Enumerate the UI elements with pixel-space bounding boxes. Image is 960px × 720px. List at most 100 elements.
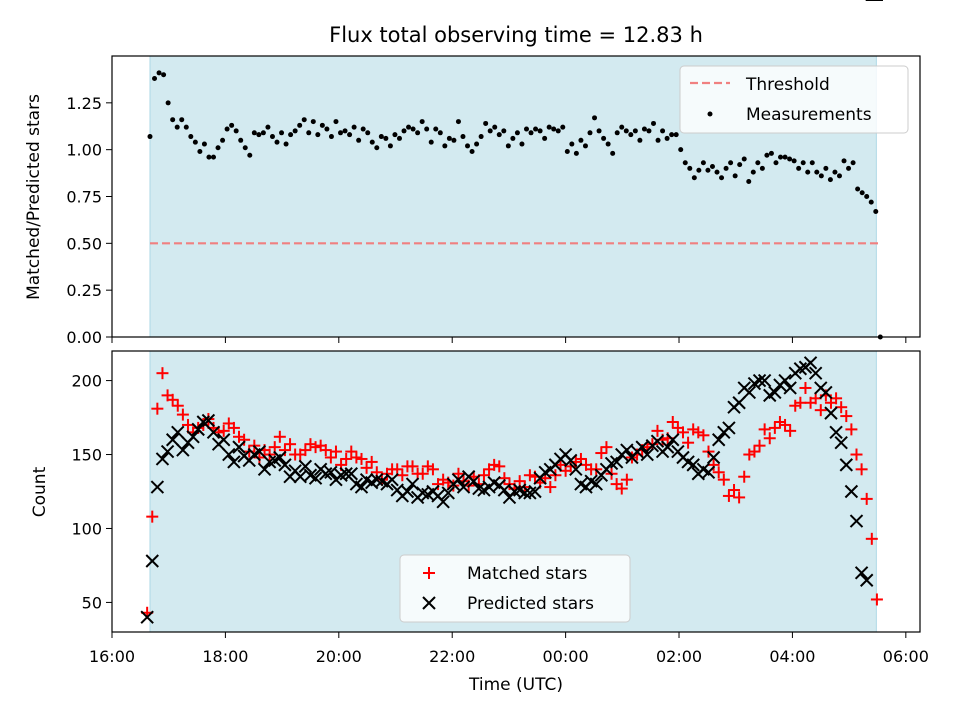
measurement-point [220, 137, 226, 143]
measurement-point [306, 130, 312, 136]
measurement-point [351, 124, 357, 130]
measurement-point [523, 126, 529, 132]
matched-star-point [773, 415, 786, 428]
predicted-star-point [216, 433, 231, 447]
y-tick-label: 50 [82, 593, 102, 612]
measurement-point [610, 150, 616, 156]
measurement-point [787, 156, 793, 162]
measurement-point [655, 137, 661, 143]
predicted-star-point [859, 573, 874, 587]
measurement-point [728, 160, 734, 166]
measurement-point [251, 130, 257, 136]
measurement-point [719, 175, 725, 181]
top-axes-frame [111, 55, 921, 338]
measurement-point [827, 177, 833, 183]
measurement-point [533, 126, 539, 132]
matched-star-point [707, 458, 720, 471]
measurement-point [619, 124, 625, 130]
matched-star-point [156, 367, 169, 380]
matched-star-point [845, 423, 858, 436]
predicted-star-point [778, 373, 792, 388]
predicted-star-point [339, 467, 353, 481]
measurement-point [864, 194, 870, 199]
measurement-point [378, 134, 384, 140]
measurement-point [442, 143, 448, 149]
measurement-point [723, 165, 729, 171]
top-legend: Threshold Measurements [679, 65, 909, 134]
predicted-star-point [176, 443, 190, 457]
predicted-star-point [278, 458, 292, 472]
measurement-point [419, 119, 425, 125]
matched-star-point [544, 481, 557, 494]
predicted-star-point [523, 486, 537, 500]
matched-star-point [717, 473, 730, 486]
measurement-point [687, 165, 693, 171]
measurement-point [201, 141, 207, 147]
measurement-point [868, 199, 874, 205]
predicted-star-point [273, 450, 287, 465]
measurement-point [424, 126, 430, 132]
measurement-point [673, 132, 679, 138]
matched-star-point [743, 448, 756, 461]
measurement-point [836, 173, 842, 179]
matched-star-point [728, 484, 741, 497]
predicted-star-point [808, 366, 823, 380]
measurement-point [746, 179, 752, 185]
matched-star-point [687, 423, 700, 436]
measurement-point [238, 137, 244, 143]
predicted-star-point [400, 484, 415, 499]
measurement-point [623, 128, 629, 134]
y-tick-label: 0.00 [66, 328, 102, 347]
matched-star-point [666, 415, 679, 428]
measurement-point [505, 143, 511, 149]
measurement-point [614, 130, 620, 136]
y-tick-label: 200 [71, 372, 102, 391]
measurement-point [383, 135, 389, 141]
bottom-axes-frame [111, 350, 921, 633]
matched-star-point [324, 451, 337, 464]
measurement-point [682, 160, 688, 166]
measurement-point [768, 150, 774, 156]
measurement-point [773, 160, 779, 166]
matched-star-point [799, 381, 812, 394]
measurement-point [215, 145, 221, 151]
matched-star-point [722, 489, 735, 502]
bottom-legend: Matched stars Predicted stars [399, 554, 631, 623]
measurement-point [528, 130, 534, 136]
predicted-star-point [171, 425, 185, 440]
predicted-star-point [768, 385, 782, 400]
measurement-point [519, 141, 525, 147]
measurement-point [814, 169, 820, 175]
measurement-point [669, 132, 675, 138]
matched-star-point [426, 463, 439, 476]
predicted-star-point [757, 373, 772, 388]
matched-star-point [278, 444, 291, 457]
matched-star-point [238, 433, 251, 446]
matched-star-point [794, 396, 807, 409]
measurement-point [542, 135, 548, 141]
matched-star-point [421, 460, 434, 473]
bottom-x-axis-ticks: 16:00 18:00 20:00 22:00 00:00 02:00 04:00 06:00 [89, 632, 929, 666]
measurement-point [664, 135, 670, 141]
predicted-star-point [849, 514, 864, 528]
matched-star-point [615, 482, 628, 495]
predicted-star-point [640, 447, 654, 462]
matched-star-point [309, 441, 322, 454]
top-y-axis-ticks: 0.00 0.25 0.50 0.75 1.00 1.25 [66, 94, 112, 347]
measurement-point [582, 143, 588, 149]
predicted-star-point [829, 425, 843, 440]
predicted-star-point [824, 406, 838, 420]
predicted-star-point [344, 467, 358, 481]
x-axis-label: Time (UTC) [468, 675, 563, 695]
measurement-point [750, 169, 756, 175]
predicted-star-point [140, 610, 154, 624]
predicted-star-point [436, 495, 450, 509]
measurement-point [587, 130, 593, 136]
matched-star-point [498, 472, 511, 485]
measurement-point [841, 158, 847, 164]
measurement-point [764, 152, 770, 158]
measurement-point [161, 72, 167, 78]
measurement-point [170, 117, 176, 123]
matched-star-point [738, 470, 751, 483]
matched-star-point [789, 399, 802, 412]
